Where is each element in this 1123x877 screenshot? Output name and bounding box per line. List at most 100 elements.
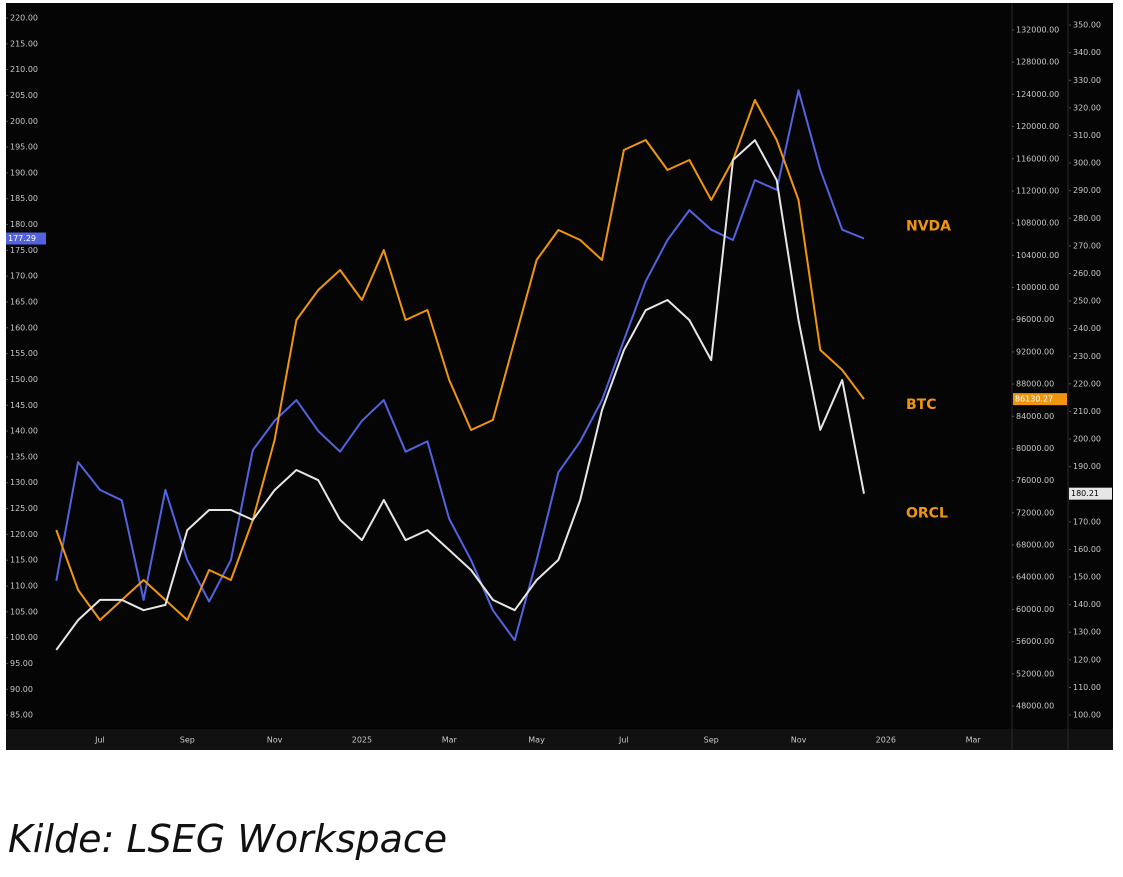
series-label: BTC — [906, 397, 937, 413]
x-tick-label: Nov — [791, 736, 807, 745]
x-tick-label: Jul — [618, 736, 629, 745]
y-tick-label: 200.00 — [1073, 435, 1101, 444]
y-tick-label: 160.00 — [1073, 545, 1101, 554]
y-tick-label: 260.00 — [1073, 269, 1101, 278]
y-tick-label: 210.00 — [1073, 407, 1101, 416]
y-tick-label: 84000.00 — [1016, 412, 1054, 421]
y-tick-label: 220.00 — [10, 13, 38, 22]
y-tick-label: 290.00 — [1073, 186, 1101, 195]
y-tick-label: 120.00 — [10, 530, 38, 539]
last-value-box — [1013, 393, 1067, 406]
x-tick-label: May — [528, 736, 545, 745]
y-tick-label: 230.00 — [1073, 352, 1101, 361]
x-tick-label: Mar — [966, 736, 982, 745]
y-tick-label: 110.00 — [1073, 683, 1101, 692]
y-tick-label: 215.00 — [10, 39, 38, 48]
x-tick-label: 2025 — [352, 736, 372, 745]
chart-background — [6, 3, 1113, 750]
y-tick-label: 125.00 — [10, 504, 38, 513]
y-tick-label: 150.00 — [1073, 573, 1101, 582]
y-tick-label: 96000.00 — [1016, 315, 1054, 324]
y-tick-label: 320.00 — [1073, 103, 1101, 112]
y-tick-label: 180.00 — [10, 220, 38, 229]
series-label: ORCL — [906, 506, 948, 522]
y-tick-label: 175.00 — [10, 246, 38, 255]
y-tick-label: 110.00 — [10, 581, 38, 590]
y-tick-label: 132000.00 — [1016, 25, 1059, 34]
x-tick-label: Sep — [180, 736, 195, 745]
y-tick-label: 145.00 — [10, 401, 38, 410]
y-tick-label: 165.00 — [10, 297, 38, 306]
y-tick-label: 205.00 — [10, 91, 38, 100]
y-tick-label: 80000.00 — [1016, 444, 1054, 453]
x-tick-label: Mar — [442, 736, 458, 745]
y-tick-label: 250.00 — [1073, 297, 1101, 306]
y-tick-label: 130.00 — [1073, 628, 1101, 637]
y-tick-label: 220.00 — [1073, 379, 1101, 388]
y-tick-label: 105.00 — [10, 607, 38, 616]
x-tick-label: 2026 — [876, 736, 896, 745]
y-tick-label: 100000.00 — [1016, 283, 1059, 292]
y-tick-label: 85.00 — [10, 711, 33, 720]
y-tick-label: 115.00 — [10, 556, 38, 565]
y-tick-label: 128000.00 — [1016, 58, 1059, 67]
y-tick-label: 310.00 — [1073, 131, 1101, 140]
source-caption: Kilde: LSEG Workspace — [8, 817, 447, 861]
y-tick-label: 64000.00 — [1016, 573, 1054, 582]
y-tick-label: 200.00 — [10, 117, 38, 126]
y-tick-label: 155.00 — [10, 349, 38, 358]
y-tick-label: 120000.00 — [1016, 122, 1059, 131]
y-tick-label: 72000.00 — [1016, 508, 1054, 517]
y-tick-label: 150.00 — [10, 375, 38, 384]
y-tick-label: 76000.00 — [1016, 476, 1054, 485]
y-tick-label: 270.00 — [1073, 241, 1101, 250]
series-line — [55, 139, 865, 651]
y-tick-label: 100.00 — [1073, 711, 1101, 720]
y-tick-label: 52000.00 — [1016, 669, 1054, 678]
y-tick-label: 350.00 — [1073, 21, 1101, 30]
last-value-label: 86130.27 — [1015, 395, 1053, 404]
y-tick-label: 92000.00 — [1016, 347, 1054, 356]
y-tick-label: 135.00 — [10, 452, 38, 461]
y-tick-label: 112000.00 — [1016, 186, 1059, 195]
y-tick-label: 104000.00 — [1016, 251, 1059, 260]
x-tick-label: Jul — [94, 736, 105, 745]
y-tick-label: 280.00 — [1073, 214, 1101, 223]
y-tick-label: 88000.00 — [1016, 380, 1054, 389]
y-tick-label: 170.00 — [10, 272, 38, 281]
y-tick-label: 330.00 — [1073, 76, 1101, 85]
y-tick-label: 130.00 — [10, 478, 38, 487]
x-axis-band — [6, 729, 1113, 750]
y-tick-label: 90.00 — [10, 685, 33, 694]
y-tick-label: 56000.00 — [1016, 637, 1054, 646]
y-tick-label: 116000.00 — [1016, 154, 1059, 163]
y-tick-label: 95.00 — [10, 659, 33, 668]
x-tick-label: Nov — [267, 736, 283, 745]
y-tick-label: 140.00 — [1073, 600, 1101, 609]
x-tick-label: Sep — [704, 736, 719, 745]
y-tick-label: 190.00 — [1073, 462, 1101, 471]
series-line — [55, 89, 865, 642]
y-tick-label: 124000.00 — [1016, 90, 1059, 99]
y-tick-label: 48000.00 — [1016, 701, 1054, 710]
y-tick-label: 60000.00 — [1016, 605, 1054, 614]
y-tick-label: 140.00 — [10, 427, 38, 436]
y-tick-label: 195.00 — [10, 143, 38, 152]
y-tick-label: 340.00 — [1073, 48, 1101, 57]
y-tick-label: 68000.00 — [1016, 541, 1054, 550]
y-tick-label: 100.00 — [10, 633, 38, 642]
y-tick-label: 108000.00 — [1016, 219, 1059, 228]
y-tick-label: 185.00 — [10, 194, 38, 203]
series-label: NVDA — [906, 219, 951, 235]
y-tick-label: 160.00 — [10, 323, 38, 332]
y-tick-label: 170.00 — [1073, 517, 1101, 526]
y-tick-label: 240.00 — [1073, 324, 1101, 333]
last-value-box — [6, 232, 46, 245]
y-tick-label: 190.00 — [10, 168, 38, 177]
series-line — [55, 99, 865, 621]
y-tick-label: 300.00 — [1073, 159, 1101, 168]
y-tick-label: 120.00 — [1073, 655, 1101, 664]
last-value-label: 177.29 — [8, 234, 36, 243]
